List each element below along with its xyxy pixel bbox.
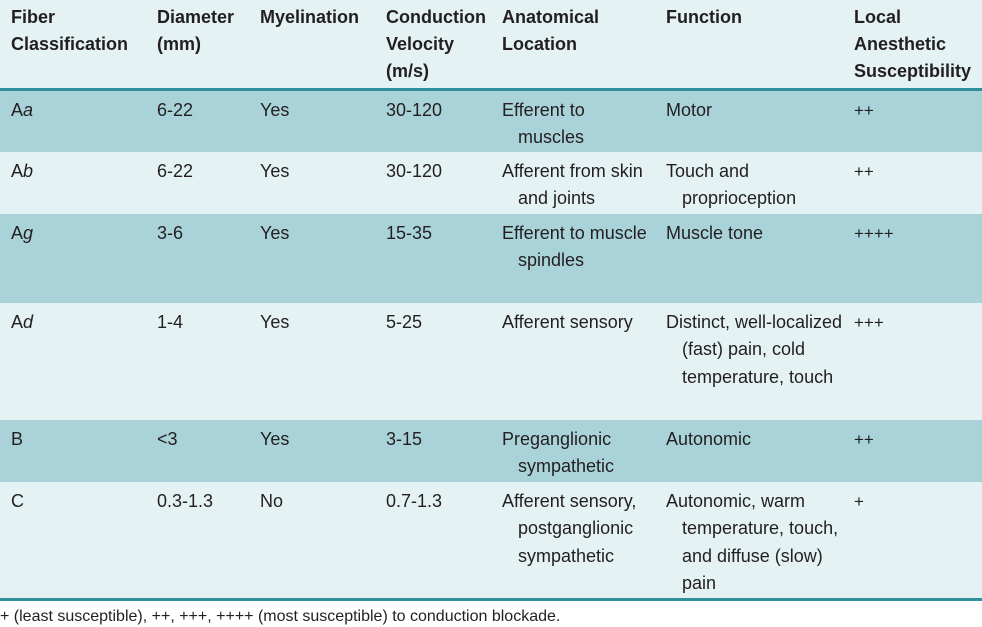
fiber-cell: Ag <box>0 214 146 303</box>
fiber-prefix: A <box>11 222 24 243</box>
location-text: Preganglionic sympathetic <box>502 428 615 477</box>
location-cell: Efferent to muscle spindles <box>491 214 655 303</box>
header-conduction-velocity: Conduction Velocity (m/s) <box>386 7 486 81</box>
fiber-cell: Ab <box>0 152 146 214</box>
fiber-subtype: g <box>23 222 34 243</box>
table-row: Ag 3-6 Yes 15-35 Efferent to muscle spin… <box>0 213 982 303</box>
susceptibility-cell: +++ <box>854 312 884 332</box>
location-cell: Preganglionic sympathetic <box>491 420 655 482</box>
function-cell: Motor <box>655 89 843 152</box>
myelination-cell: Yes <box>260 222 290 243</box>
location-cell: Afferent sensory, postganglionic sympath… <box>491 482 655 600</box>
fiber-prefix: A <box>11 160 24 181</box>
fiber-prefix: A <box>11 311 24 332</box>
table-body: Aa 6-22 Yes 30-120 Efferent to muscles M… <box>0 89 982 600</box>
fiber-cell: B <box>0 420 146 482</box>
myelination-cell: Yes <box>260 428 290 449</box>
fiber-prefix: B <box>11 428 24 449</box>
location-text: Afferent sensory <box>502 311 633 332</box>
table-row: C 0.3-1.3 No 0.7-1.3 Afferent sensory, p… <box>0 481 982 600</box>
location-text: Afferent from skin and joints <box>502 160 643 209</box>
header-myelination: Myelination <box>260 7 360 27</box>
header-anatomical-location: Anatomical Location <box>502 7 600 54</box>
susceptibility-cell: ++ <box>854 100 874 120</box>
table-row: B <3 Yes 3-15 Preganglionic sympathetic … <box>0 419 982 482</box>
header-fiber-classification: Fiber Classification <box>11 7 129 54</box>
diameter-cell: <3 <box>157 428 178 449</box>
function-text: Autonomic <box>666 428 752 449</box>
velocity-cell: 3-15 <box>386 428 423 449</box>
susceptibility-cell: ++ <box>854 161 874 181</box>
diameter-cell: 3-6 <box>157 222 184 243</box>
myelination-cell: Yes <box>260 160 290 181</box>
function-text: Muscle tone <box>666 222 764 243</box>
function-text: Distinct, well-localized (fast) pain, co… <box>666 311 843 387</box>
velocity-cell: 30-120 <box>386 99 443 120</box>
susceptibility-cell: ++++ <box>854 223 894 243</box>
myelination-cell: Yes <box>260 99 290 120</box>
function-text: Touch and proprioception <box>666 160 797 209</box>
location-cell: Efferent to muscles <box>491 89 655 152</box>
fiber-cell: C <box>0 482 146 600</box>
fiber-subtype: d <box>23 311 34 332</box>
location-cell: Afferent from skin and joints <box>491 152 655 214</box>
myelination-cell: Yes <box>260 311 290 332</box>
diameter-cell: 1-4 <box>157 311 184 332</box>
function-cell: Autonomic, warm temperature, touch, and … <box>655 482 843 600</box>
fiber-subtype: a <box>23 99 34 120</box>
velocity-cell: 15-35 <box>386 222 433 243</box>
table-row: Ab 6-22 Yes 30-120 Afferent from skin an… <box>0 151 982 214</box>
fiber-subtype: b <box>23 160 34 181</box>
table-footnote: + (least susceptible), ++, +++, ++++ (mo… <box>0 608 561 625</box>
header-row: Fiber Classification Diameter (mm) Myeli… <box>0 0 982 89</box>
function-cell: Touch and proprioception <box>655 152 843 214</box>
myelination-cell: No <box>260 490 284 511</box>
table-row: Ad 1-4 Yes 5-25 Afferent sensory Distinc… <box>0 302 982 420</box>
function-text: Motor <box>666 99 713 120</box>
function-cell: Muscle tone <box>655 214 843 303</box>
fiber-prefix: A <box>11 99 24 120</box>
table-row: Aa 6-22 Yes 30-120 Efferent to muscles M… <box>0 89 982 152</box>
table-header: Fiber Classification Diameter (mm) Myeli… <box>0 0 982 89</box>
location-text: Afferent sensory, postganglionic sympath… <box>502 490 637 566</box>
header-susceptibility: Local Anesthetic Susceptibility <box>854 7 972 81</box>
header-function: Function <box>666 7 742 27</box>
velocity-cell: 30-120 <box>386 160 443 181</box>
location-cell: Afferent sensory <box>491 303 655 420</box>
function-text: Autonomic, warm temperature, touch, and … <box>666 490 839 594</box>
location-text: Efferent to muscle spindles <box>502 222 647 271</box>
function-cell: Autonomic <box>655 420 843 482</box>
fiber-cell: Ad <box>0 303 146 420</box>
function-cell: Distinct, well-localized (fast) pain, co… <box>655 303 843 420</box>
diameter-cell: 6-22 <box>157 99 194 120</box>
diameter-cell: 6-22 <box>157 160 194 181</box>
nerve-fiber-table: Fiber Classification Diameter (mm) Myeli… <box>0 0 982 600</box>
velocity-cell: 0.7-1.3 <box>386 490 443 511</box>
susceptibility-cell: ++ <box>854 429 874 449</box>
diameter-cell: 0.3-1.3 <box>157 490 214 511</box>
fiber-prefix: C <box>11 490 24 511</box>
location-text: Efferent to muscles <box>502 99 585 148</box>
velocity-cell: 5-25 <box>386 311 423 332</box>
susceptibility-cell: + <box>854 491 864 511</box>
fiber-cell: Aa <box>0 89 146 152</box>
header-diameter: Diameter (mm) <box>157 7 235 54</box>
